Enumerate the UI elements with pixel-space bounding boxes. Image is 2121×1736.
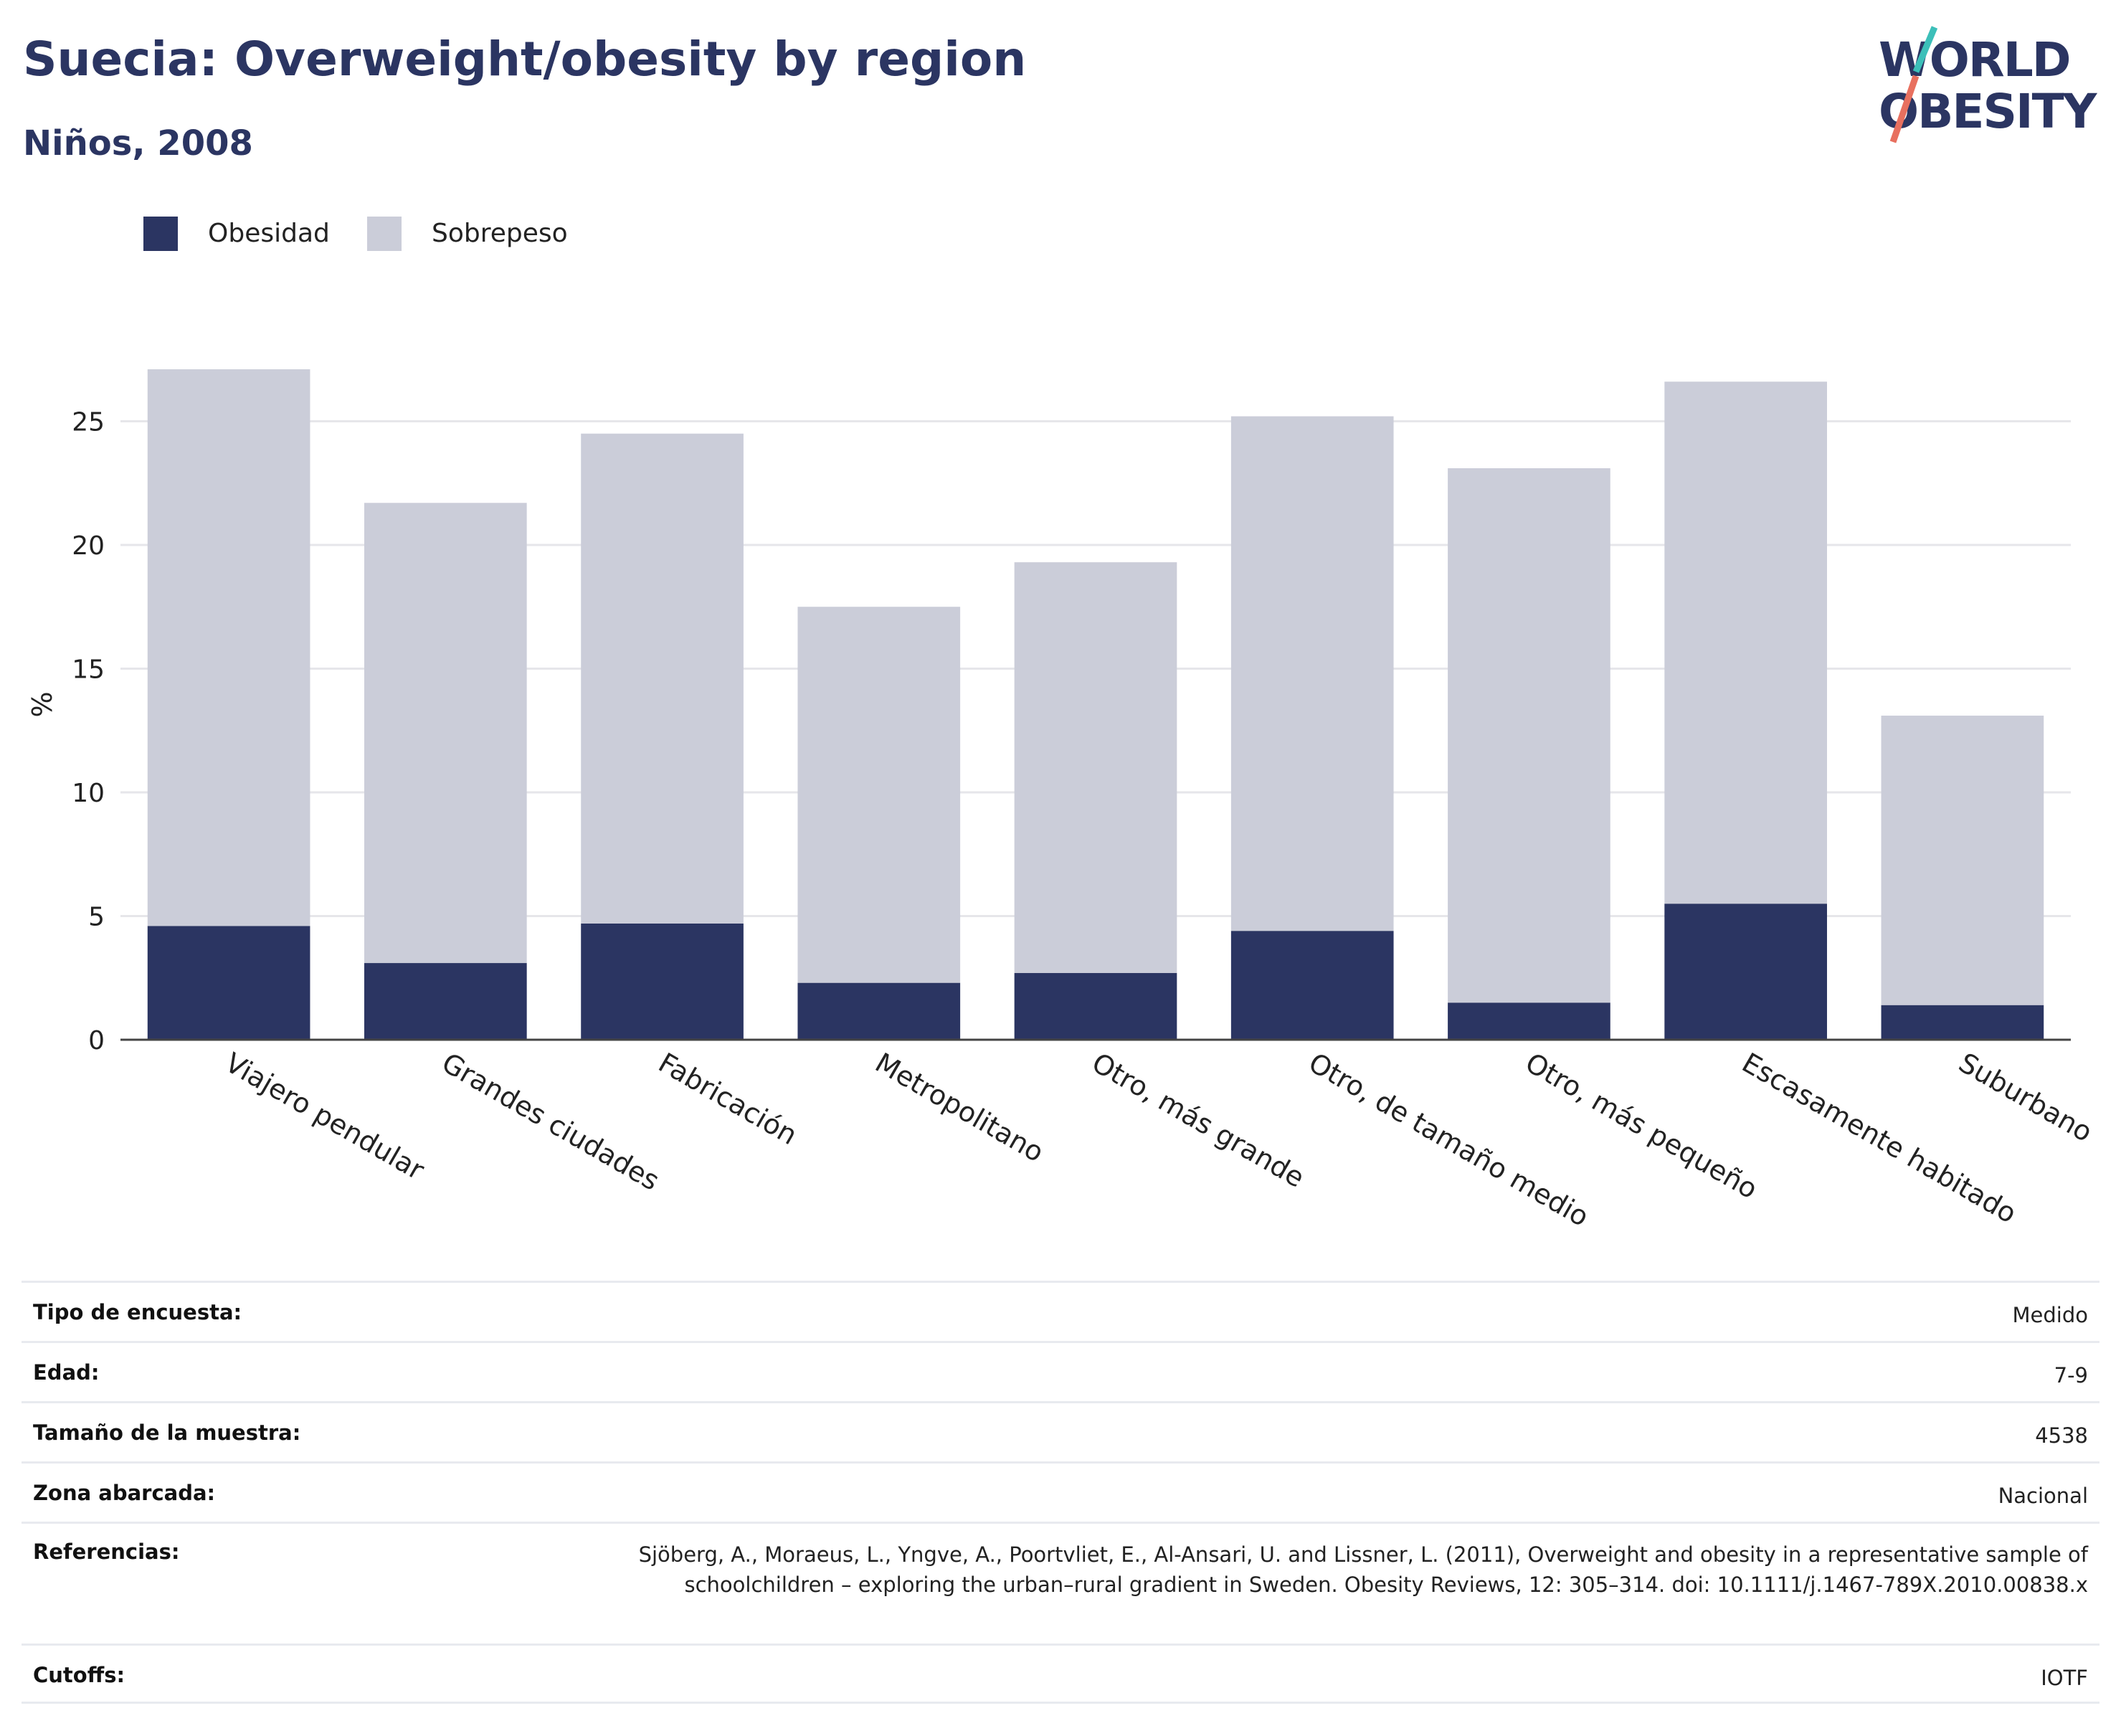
info-row-age: Edad: 7-9	[22, 1341, 2099, 1401]
bar-obesidad	[364, 963, 527, 1040]
x-tick-label: Otro, más grande	[1087, 1047, 1310, 1194]
chart-subtitle: Niños, 2008	[23, 123, 253, 163]
info-label: Cutoffs:	[33, 1663, 125, 1687]
x-tick-label: Metropolitano	[870, 1047, 1049, 1169]
info-label: Tamaño de la muestra:	[33, 1420, 301, 1445]
bar-sobrepeso	[1448, 468, 1610, 1003]
x-tick-label: Grandes ciudades	[437, 1047, 665, 1197]
info-row-sample-size: Tamaño de la muestra: 4538	[22, 1401, 2099, 1461]
info-row-references: Referencias: Sjöberg, A., Moraeus, L., Y…	[22, 1522, 2099, 1643]
stacked-bar-chart: 0 5 10 15 20 25% Viajero pendular Grandes ciuda…	[27, 369, 2097, 1233]
bar-obesidad	[147, 926, 310, 1040]
bar-obesidad	[1230, 931, 1394, 1040]
bar-obesidad	[1448, 1002, 1610, 1040]
info-row-survey-type: Tipo de encuesta: Medido	[22, 1281, 2099, 1341]
y-tick-label: 20	[72, 531, 105, 561]
bar-obesidad	[581, 923, 744, 1040]
legend-swatch-obesidad	[143, 217, 178, 251]
info-value: IOTF	[2041, 1666, 2088, 1690]
info-value: Sjöberg, A., Moraeus, L., Yngve, A., Poo…	[638, 1542, 2088, 1597]
y-tick-label: 0	[88, 1026, 105, 1056]
bar-obesidad	[1014, 972, 1177, 1040]
y-tick-label: 15	[72, 655, 105, 684]
x-tick-label: Suburbano	[1953, 1047, 2097, 1148]
bar-sobrepeso	[1881, 716, 2044, 1005]
bar-sobrepeso	[1014, 562, 1177, 973]
bar-obesidad	[797, 982, 961, 1040]
info-row-cutoffs: Cutoffs: IOTF	[22, 1643, 2099, 1704]
legend-swatch-sobrepeso	[367, 217, 402, 251]
x-tick-label: Viajero pendular	[220, 1047, 430, 1186]
bar-sobrepeso	[581, 433, 744, 924]
info-label: Tipo de encuesta:	[33, 1300, 242, 1324]
legend-label-obesidad: Obesidad	[208, 219, 330, 248]
bar-obesidad	[1881, 1005, 2044, 1040]
bar-obesidad	[1664, 903, 1827, 1040]
svg-text:OBESITY: OBESITY	[1879, 84, 2098, 139]
y-tick-label: 25	[72, 407, 105, 437]
info-value: 4538	[2035, 1423, 2088, 1448]
info-row-area: Zona abarcada: Nacional	[22, 1461, 2099, 1522]
svg-text:WORLD: WORLD	[1879, 32, 2070, 87]
survey-info-table: Tipo de encuesta: Medido Edad: 7-9 Tamañ…	[22, 1281, 2099, 1704]
info-value: Medido	[2012, 1303, 2088, 1327]
x-tick-label: Otro, más pequeño	[1520, 1047, 1763, 1205]
bar-sobrepeso	[1230, 416, 1394, 931]
info-label: Edad:	[33, 1360, 100, 1385]
legend-label-sobrepeso: Sobrepeso	[432, 219, 568, 248]
y-tick-label: 5	[88, 902, 105, 931]
bar-sobrepeso	[364, 503, 527, 964]
bar-sobrepeso	[147, 369, 310, 926]
chart-title: Suecia: Overweight/obesity by region	[23, 32, 1027, 87]
y-tick-label: 10	[72, 779, 105, 808]
y-axis-title: %	[27, 691, 58, 717]
x-tick-label: Fabricación	[653, 1047, 802, 1152]
info-label: Zona abarcada:	[33, 1481, 216, 1505]
info-label: Referencias:	[33, 1540, 180, 1564]
world-obesity-logo: WORLD OBESITY	[1879, 26, 2099, 143]
info-value: Nacional	[1998, 1484, 2088, 1508]
info-value: 7-9	[2054, 1363, 2088, 1388]
bar-sobrepeso	[797, 607, 961, 983]
bar-sobrepeso	[1664, 381, 1827, 904]
